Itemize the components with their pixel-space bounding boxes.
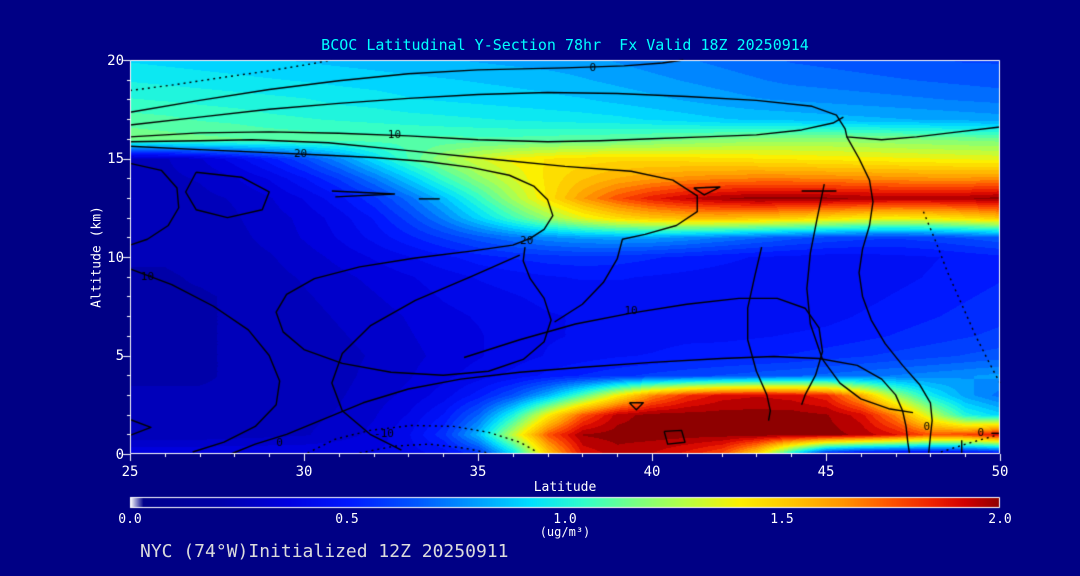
- colorbar-tick-0.0: 0.0: [118, 512, 142, 527]
- x-tick-25: 25: [121, 464, 139, 480]
- x-axis-title: Latitude: [533, 480, 597, 495]
- x-tick-30: 30: [295, 464, 313, 480]
- y-axis-title: Altitude (km): [89, 206, 105, 308]
- x-tick-35: 35: [469, 464, 487, 480]
- colorbar-tick-1.0: 1.0: [553, 512, 577, 527]
- x-tick-50: 50: [991, 464, 1009, 480]
- y-tick-10: 10: [107, 250, 124, 266]
- y-tick-0: 0: [115, 447, 124, 463]
- x-tick-40: 40: [643, 464, 661, 480]
- colorbar-tick-0.5: 0.5: [335, 512, 359, 527]
- colorbar-tick-1.5: 1.5: [770, 512, 794, 527]
- y-tick-15: 15: [107, 151, 124, 167]
- colorbar-tick-2.0: 2.0: [988, 512, 1012, 527]
- colorbar-units: (ug/m³): [539, 525, 591, 539]
- y-tick-5: 5: [115, 348, 124, 364]
- y-tick-20: 20: [107, 53, 124, 69]
- init-annotation: NYC (74°W)Initialized 12Z 20250911: [140, 541, 509, 562]
- plot-title: BCOC Latitudinal Y-Section 78hr Fx Valid…: [321, 36, 809, 54]
- x-tick-45: 45: [817, 464, 835, 480]
